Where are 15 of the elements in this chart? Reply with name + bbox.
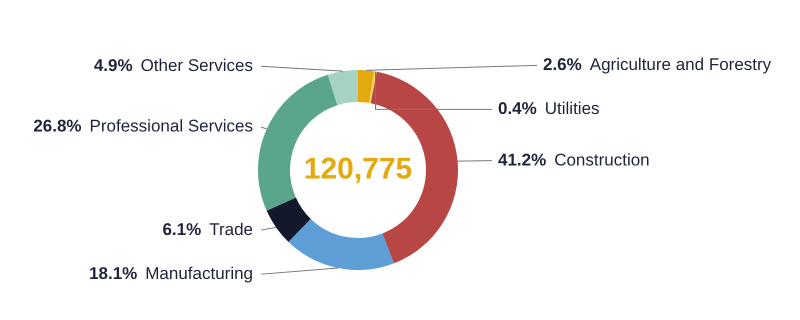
data-label: 18.1%: [89, 264, 138, 283]
text: 120,775: [304, 152, 412, 186]
data-label: 6.1%: [162, 220, 202, 239]
data-label: 2.6%: [543, 55, 582, 74]
slice-label: Trade: [209, 220, 254, 239]
slice-label: Construction: [554, 150, 650, 170]
slice-label: Agriculture and Forestry: [590, 55, 772, 74]
data-label: 26.8%: [33, 116, 82, 136]
slice-label: Manufacturing: [145, 264, 254, 283]
data-label: 0.4%: [498, 99, 537, 118]
slice-label: Utilities: [544, 99, 600, 118]
data-label: 41.2%: [498, 150, 546, 170]
slice-label: Other Services: [140, 56, 254, 75]
slice-label: Professional Services: [90, 116, 254, 136]
data-label: 4.9%: [94, 56, 133, 75]
